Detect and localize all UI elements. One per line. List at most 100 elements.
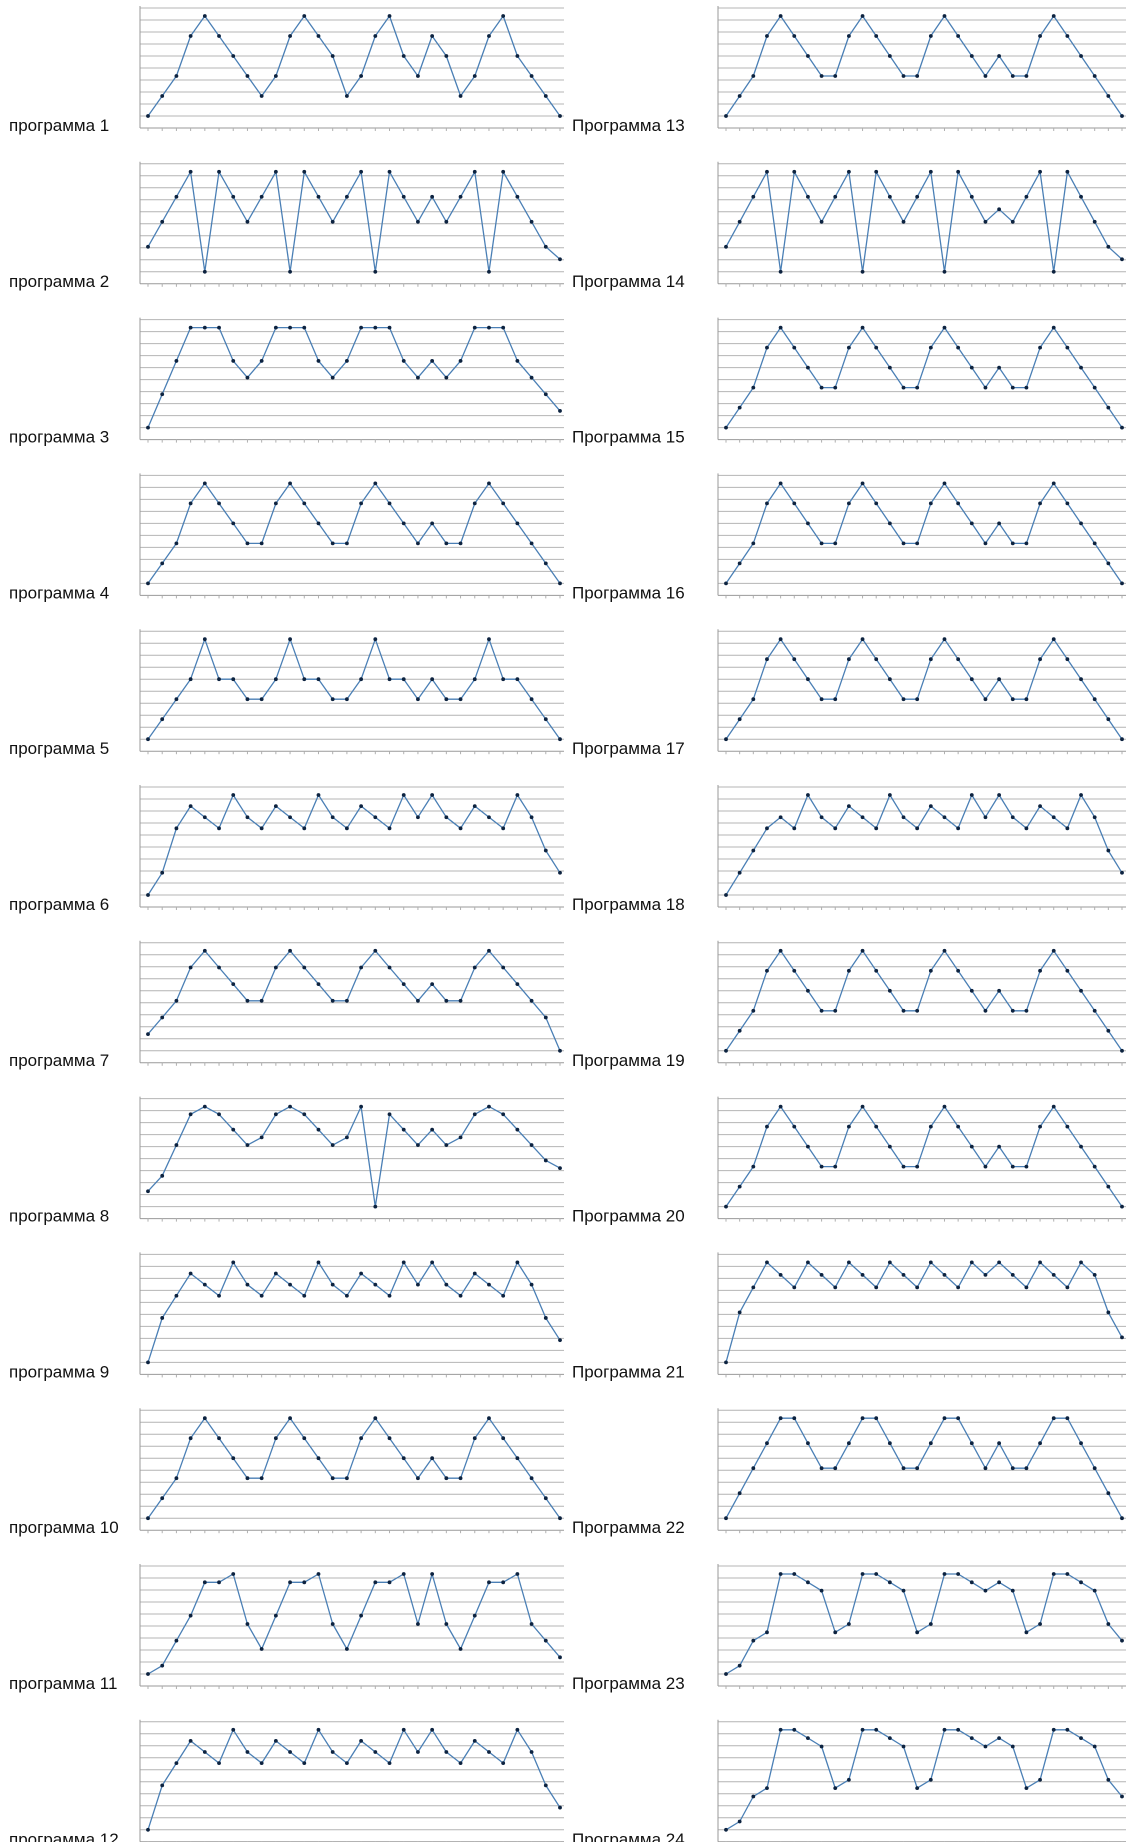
chart-title: Программа 23 xyxy=(572,1674,685,1693)
series-line xyxy=(725,1261,1123,1363)
data-point xyxy=(819,1744,824,1749)
data-point xyxy=(458,1647,463,1651)
data-point xyxy=(874,345,879,350)
data-point xyxy=(819,1164,824,1169)
data-point xyxy=(416,1476,420,1481)
data-point xyxy=(1079,1144,1083,1149)
data-point xyxy=(1065,1572,1070,1576)
data-point xyxy=(146,1827,150,1832)
data-point xyxy=(558,870,562,875)
data-point xyxy=(160,1173,165,1178)
data-point xyxy=(217,501,221,506)
chart-title: программа 2 xyxy=(9,272,109,291)
data-point xyxy=(997,207,1002,212)
data-point xyxy=(915,1164,920,1169)
data-point xyxy=(245,1750,250,1754)
data-point xyxy=(846,1777,851,1782)
data-point xyxy=(1079,1736,1083,1741)
data-point xyxy=(529,541,534,546)
data-point xyxy=(765,501,769,506)
chart-title: Программа 20 xyxy=(572,1207,685,1226)
data-point xyxy=(231,359,236,363)
data-point xyxy=(202,637,207,642)
data-point xyxy=(942,1727,947,1732)
data-point xyxy=(259,194,264,199)
data-point xyxy=(160,1783,165,1788)
data-point xyxy=(1120,1638,1124,1643)
data-point xyxy=(401,677,406,682)
chart-title: Программа 21 xyxy=(572,1362,685,1381)
data-point xyxy=(472,1613,477,1618)
data-point xyxy=(330,54,335,58)
data-point xyxy=(778,1104,783,1109)
data-point xyxy=(401,1127,406,1132)
data-point xyxy=(915,1008,920,1013)
data-point xyxy=(259,1293,264,1298)
data-point xyxy=(833,385,838,390)
chart-5: программа 5 xyxy=(9,629,564,758)
data-point xyxy=(472,1739,477,1743)
data-point xyxy=(430,359,435,363)
data-point xyxy=(765,968,769,973)
data-point xyxy=(1092,1273,1097,1277)
data-point xyxy=(558,581,562,586)
data-point xyxy=(792,1727,797,1732)
data-point xyxy=(401,793,406,797)
data-point xyxy=(1051,637,1056,642)
data-point xyxy=(887,1736,892,1741)
chart-17: Программа 17 xyxy=(572,629,1126,758)
data-point xyxy=(245,541,250,546)
data-point xyxy=(1038,1777,1042,1782)
data-point xyxy=(928,1777,933,1782)
data-point xyxy=(751,74,756,78)
data-point xyxy=(915,385,920,390)
data-point xyxy=(174,826,179,831)
data-point xyxy=(1051,815,1056,820)
data-point xyxy=(359,169,364,174)
data-point xyxy=(217,1436,221,1441)
data-point xyxy=(416,1282,420,1287)
data-point xyxy=(288,1416,292,1421)
data-point xyxy=(430,793,435,797)
data-point xyxy=(344,697,349,702)
data-point xyxy=(146,1672,150,1676)
data-point xyxy=(273,677,278,682)
data-point xyxy=(146,1516,150,1521)
data-point xyxy=(997,54,1002,58)
data-point xyxy=(901,1273,906,1277)
data-point xyxy=(202,325,207,330)
data-point xyxy=(217,677,221,682)
data-point xyxy=(956,657,961,662)
data-point xyxy=(288,269,292,274)
data-point xyxy=(928,345,933,350)
data-point xyxy=(444,219,449,224)
data-point xyxy=(259,541,264,546)
data-point xyxy=(231,793,236,797)
data-point xyxy=(444,541,449,546)
data-point xyxy=(558,1655,562,1660)
data-point xyxy=(1092,697,1097,702)
data-point xyxy=(737,405,742,410)
data-point xyxy=(751,541,756,546)
data-point xyxy=(901,1466,906,1471)
data-point xyxy=(901,1744,906,1749)
data-point xyxy=(174,194,179,199)
data-point xyxy=(1051,1727,1056,1732)
data-point xyxy=(202,1580,207,1585)
data-point xyxy=(316,793,321,797)
data-point xyxy=(1051,948,1056,953)
data-point xyxy=(983,385,988,390)
data-point xyxy=(724,244,728,249)
chart-14: Программа 14 xyxy=(572,161,1126,291)
data-point xyxy=(273,501,278,506)
data-point xyxy=(737,1819,742,1824)
series-line xyxy=(725,1417,1123,1519)
data-point xyxy=(245,697,250,702)
data-point xyxy=(1024,1285,1029,1290)
data-point xyxy=(928,34,933,38)
data-point xyxy=(387,965,392,970)
data-point xyxy=(288,1104,292,1109)
data-point xyxy=(515,793,520,797)
data-point xyxy=(359,1104,364,1109)
data-point xyxy=(174,1476,179,1481)
